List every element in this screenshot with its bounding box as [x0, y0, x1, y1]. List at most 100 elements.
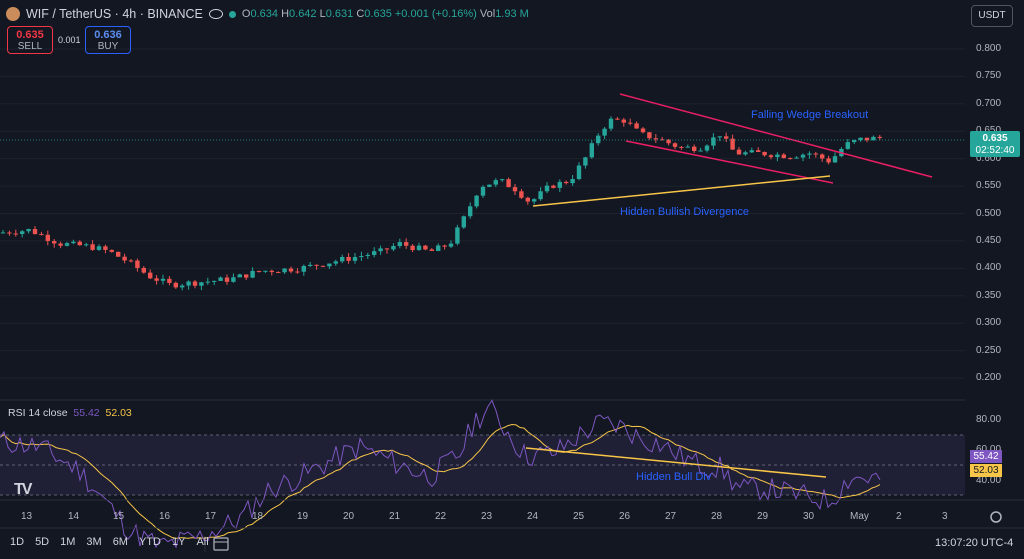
- candle-body: [602, 128, 607, 136]
- timeframe-1m[interactable]: 1M: [60, 536, 76, 548]
- candle-body: [455, 227, 460, 244]
- candle-body: [448, 243, 454, 247]
- price-axis-label: 0.250: [976, 344, 1002, 356]
- candle-body: [736, 149, 742, 155]
- time-axis-label: 29: [757, 511, 769, 522]
- eye-icon[interactable]: [208, 9, 223, 19]
- calendar-range-icon[interactable]: [213, 537, 229, 551]
- ohlc-readout: O0.634 H0.642 L0.631 C0.635 +0.001 (+0.1…: [241, 8, 529, 20]
- wedge-annotation[interactable]: Falling Wedge Breakout: [751, 109, 869, 121]
- candle-body: [845, 142, 850, 149]
- candle-body: [39, 233, 44, 235]
- candle-body: [500, 179, 505, 181]
- sell-button[interactable]: 0.635 SELL: [7, 26, 53, 54]
- timeframe-ytd[interactable]: YTD: [138, 536, 161, 548]
- symbol-title[interactable]: WIF / TetherUS · 4h · BINANCE: [26, 7, 203, 21]
- candle-body: [71, 241, 76, 244]
- candle-body: [576, 165, 582, 180]
- candle-body: [621, 119, 626, 123]
- candle-body: [474, 195, 479, 207]
- candle-body: [173, 282, 178, 288]
- timeframe-1d[interactable]: 1D: [10, 536, 25, 548]
- time-axis-label: 30: [803, 511, 815, 522]
- candle-body: [647, 132, 652, 139]
- candle-body: [589, 143, 594, 158]
- buy-button[interactable]: 0.636 BUY: [85, 26, 131, 54]
- time-axis-label: 21: [389, 511, 401, 522]
- candle-body: [826, 158, 831, 163]
- candle-body: [333, 261, 338, 264]
- candle-body: [64, 243, 70, 246]
- candle-body: [653, 138, 658, 140]
- price-axis-label: 0.400: [976, 262, 1002, 274]
- price-axis-label: 0.350: [976, 289, 1002, 301]
- candle-body: [672, 143, 678, 147]
- candle-body: [487, 184, 492, 187]
- candle-body: [749, 150, 754, 153]
- candle-body: [877, 136, 882, 138]
- timeframe-1y[interactable]: 1Y: [171, 536, 186, 548]
- time-axis-label: 22: [435, 511, 447, 522]
- candle-body: [295, 271, 300, 273]
- candle-body: [410, 245, 415, 251]
- candle-body: [352, 257, 358, 261]
- candle-body: [756, 150, 761, 152]
- price-axis-label: 0.800: [976, 43, 1002, 54]
- candle-body: [237, 274, 242, 278]
- time-axis-label: 13: [21, 511, 33, 522]
- current-price-label: 0.635 02:52:40: [970, 131, 1020, 157]
- candle-body: [154, 278, 159, 281]
- candle-body: [436, 245, 441, 251]
- rsi-line: [0, 399, 881, 549]
- divergence-annotation[interactable]: Hidden Bullish Divergence: [620, 206, 750, 218]
- candle-body: [13, 233, 18, 235]
- candle-body: [781, 154, 786, 159]
- timeframe-5d[interactable]: 5D: [35, 536, 50, 548]
- candle-body: [192, 281, 198, 286]
- candle-body: [96, 246, 102, 250]
- candle-body: [160, 278, 166, 281]
- candle-body: [813, 153, 818, 155]
- time-axis-label: 3: [942, 511, 948, 522]
- candle-body: [468, 206, 473, 217]
- candle-body: [148, 272, 153, 279]
- currency-selector[interactable]: USDT: [971, 5, 1013, 27]
- candle-body: [698, 150, 703, 152]
- timeframe-all[interactable]: All: [196, 536, 209, 548]
- candle-body: [372, 251, 377, 255]
- candle-body: [269, 270, 274, 273]
- candle-body: [807, 153, 812, 155]
- candle-body: [628, 122, 633, 124]
- tradingview-logo[interactable]: TV: [14, 481, 33, 498]
- candle-body: [442, 245, 447, 247]
- candle-body: [314, 264, 319, 266]
- candle-body: [244, 274, 249, 278]
- clock-timezone[interactable]: 13:07:20 UTC-4: [935, 537, 1014, 549]
- candle-body: [583, 157, 588, 166]
- rsi-axis-60: 60.00: [976, 444, 1001, 455]
- candle-body: [724, 136, 729, 139]
- price-grid: [0, 48, 965, 379]
- candle-body: [32, 229, 38, 234]
- timeframe-3m[interactable]: 3M: [86, 536, 102, 548]
- rsi-divergence-line: [525, 447, 827, 478]
- candle-body: [692, 146, 697, 151]
- candle-body: [231, 277, 236, 282]
- trendline-drawings[interactable]: [532, 93, 933, 207]
- candle-body: [128, 260, 134, 262]
- candle-body: [570, 179, 575, 184]
- candle-body: [640, 128, 646, 133]
- candle-body: [52, 241, 57, 244]
- rsi-divergence-annotation[interactable]: Hidden Bull Div: [636, 471, 712, 483]
- time-axis-label: 25: [573, 511, 585, 522]
- rsi-axis-80: 80.00: [976, 414, 1002, 425]
- price-axis-label: 0.750: [976, 70, 1002, 82]
- divergence-line: [532, 175, 831, 207]
- candle-body: [768, 155, 774, 158]
- rsi-legend[interactable]: RSI 14 close 55.42 52.03: [8, 407, 132, 419]
- timeframe-6m[interactable]: 6M: [112, 536, 128, 548]
- time-axis-label: 15: [113, 511, 125, 522]
- candle-body: [167, 278, 172, 283]
- rsi-value-badge: 55.42: [970, 450, 1002, 463]
